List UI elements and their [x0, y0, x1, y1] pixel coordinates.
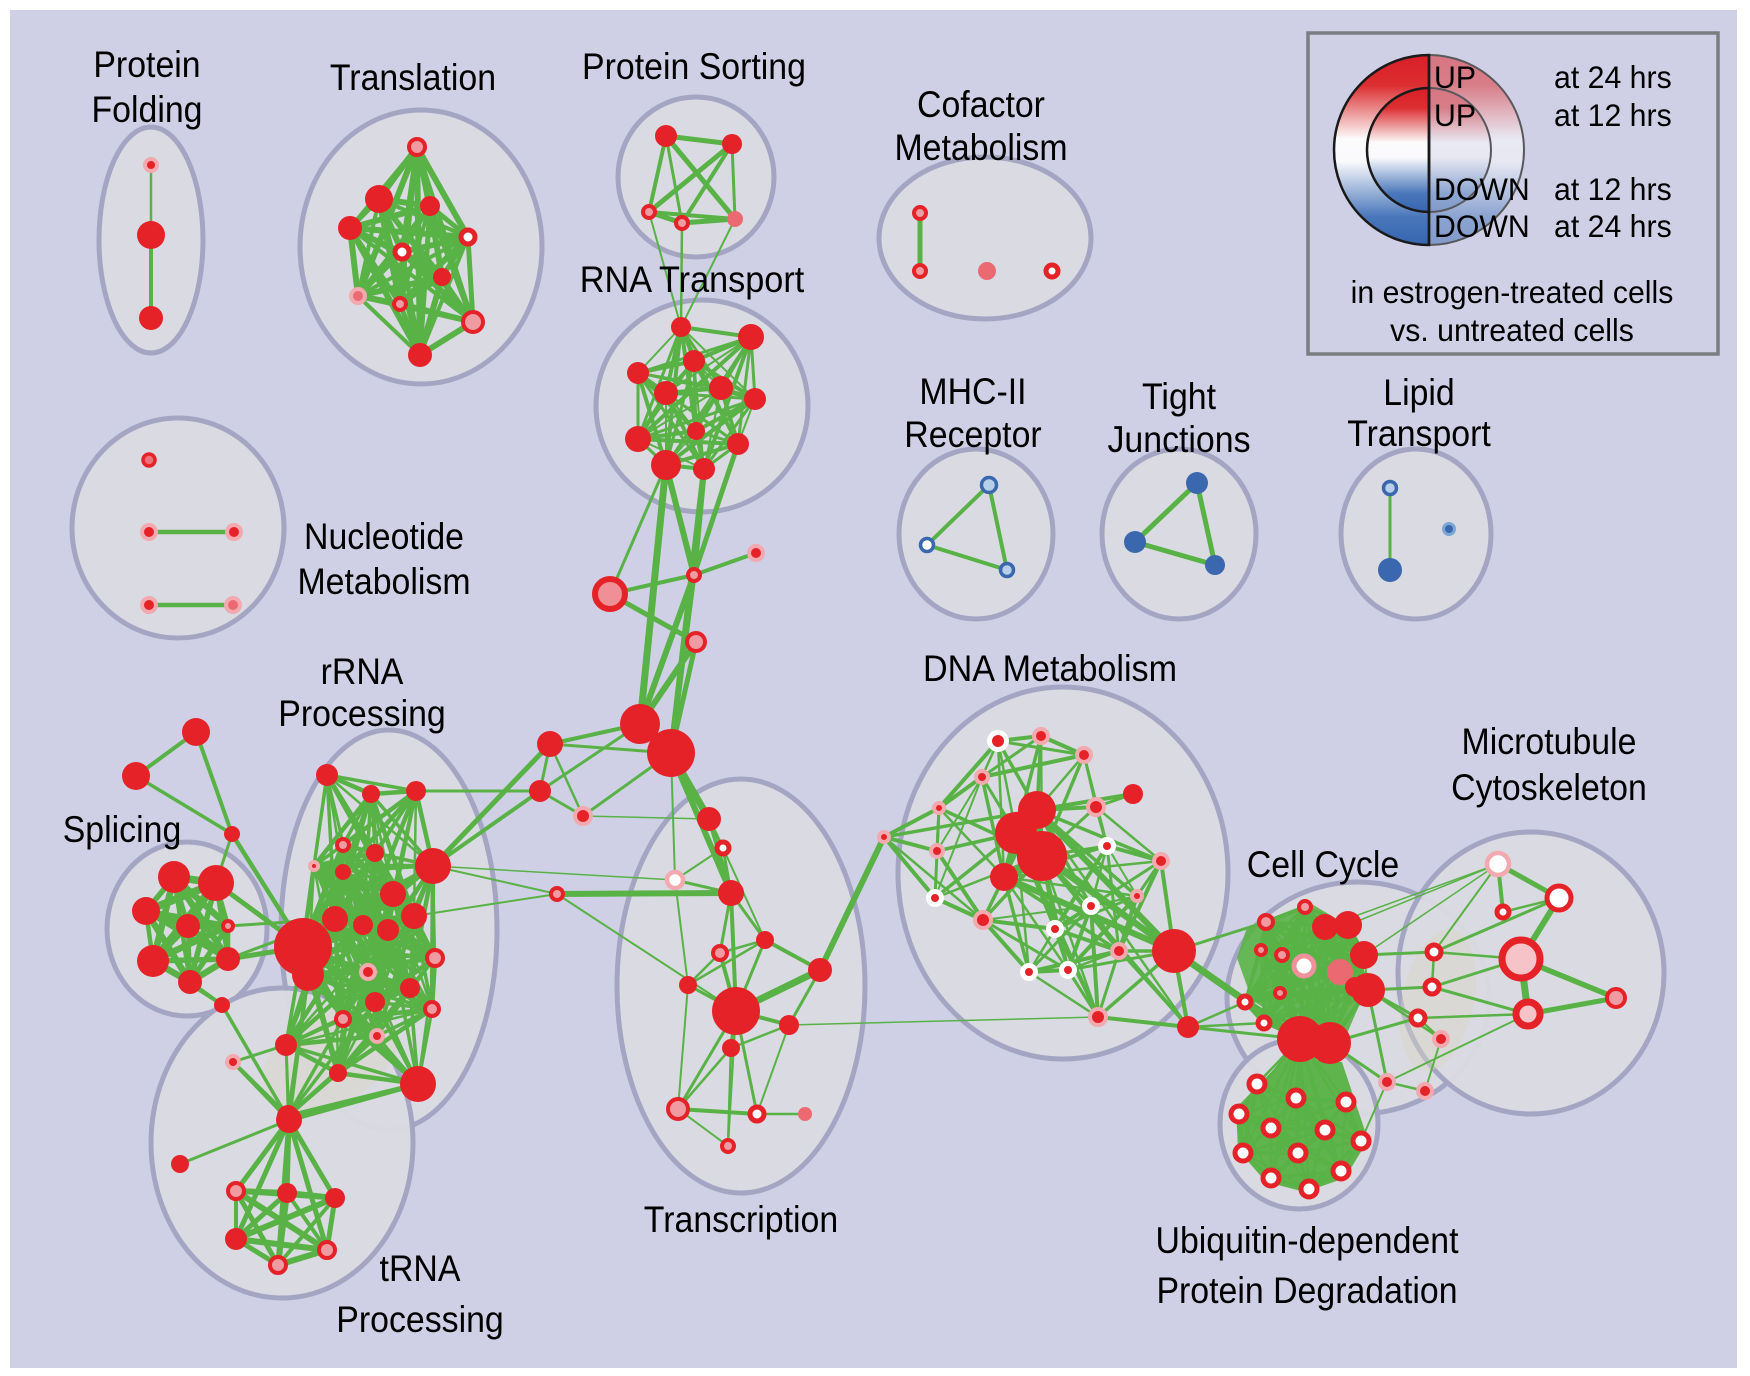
svg-text:MHC-II: MHC-II — [919, 371, 1026, 412]
svg-text:Protein Sorting: Protein Sorting — [582, 46, 806, 87]
svg-text:Metabolism: Metabolism — [894, 127, 1067, 168]
svg-text:UP: UP — [1434, 59, 1476, 95]
svg-text:RNA Transport: RNA Transport — [580, 259, 805, 300]
svg-text:Cell Cycle: Cell Cycle — [1247, 844, 1399, 885]
svg-text:Folding: Folding — [92, 89, 203, 130]
svg-text:Ubiquitin-dependent: Ubiquitin-dependent — [1156, 1220, 1460, 1261]
svg-text:rRNA: rRNA — [321, 651, 404, 692]
svg-text:Tight: Tight — [1142, 376, 1217, 417]
svg-text:DOWN: DOWN — [1434, 208, 1530, 244]
svg-text:Metabolism: Metabolism — [297, 561, 470, 602]
svg-text:Protein Degradation: Protein Degradation — [1156, 1270, 1457, 1311]
svg-text:Nucleotide: Nucleotide — [304, 516, 464, 557]
svg-text:in estrogen-treated cells: in estrogen-treated cells — [1351, 274, 1674, 310]
svg-text:at 24 hrs: at 24 hrs — [1554, 208, 1672, 244]
svg-text:UP: UP — [1434, 97, 1476, 133]
svg-text:Receptor: Receptor — [904, 414, 1041, 455]
svg-text:DNA Metabolism: DNA Metabolism — [923, 648, 1177, 689]
svg-text:Protein: Protein — [93, 44, 200, 85]
svg-text:Cytoskeleton: Cytoskeleton — [1451, 767, 1647, 808]
svg-text:tRNA: tRNA — [380, 1248, 461, 1289]
svg-text:at 12 hrs: at 12 hrs — [1554, 97, 1672, 133]
svg-text:Cofactor: Cofactor — [917, 84, 1045, 125]
svg-text:at 24 hrs: at 24 hrs — [1554, 59, 1672, 95]
svg-text:Splicing: Splicing — [63, 809, 182, 850]
svg-text:Microtubule: Microtubule — [1462, 721, 1637, 762]
svg-text:Lipid: Lipid — [1383, 372, 1455, 413]
svg-text:Processing: Processing — [278, 693, 446, 734]
svg-text:Junctions: Junctions — [1108, 419, 1251, 460]
svg-text:Transcription: Transcription — [644, 1199, 838, 1240]
svg-text:DOWN: DOWN — [1434, 171, 1530, 207]
svg-text:Processing: Processing — [336, 1299, 504, 1340]
svg-text:Translation: Translation — [330, 57, 496, 98]
svg-text:vs. untreated cells: vs. untreated cells — [1390, 312, 1634, 348]
svg-text:at 12 hrs: at 12 hrs — [1554, 171, 1672, 207]
svg-text:Transport: Transport — [1347, 413, 1491, 454]
